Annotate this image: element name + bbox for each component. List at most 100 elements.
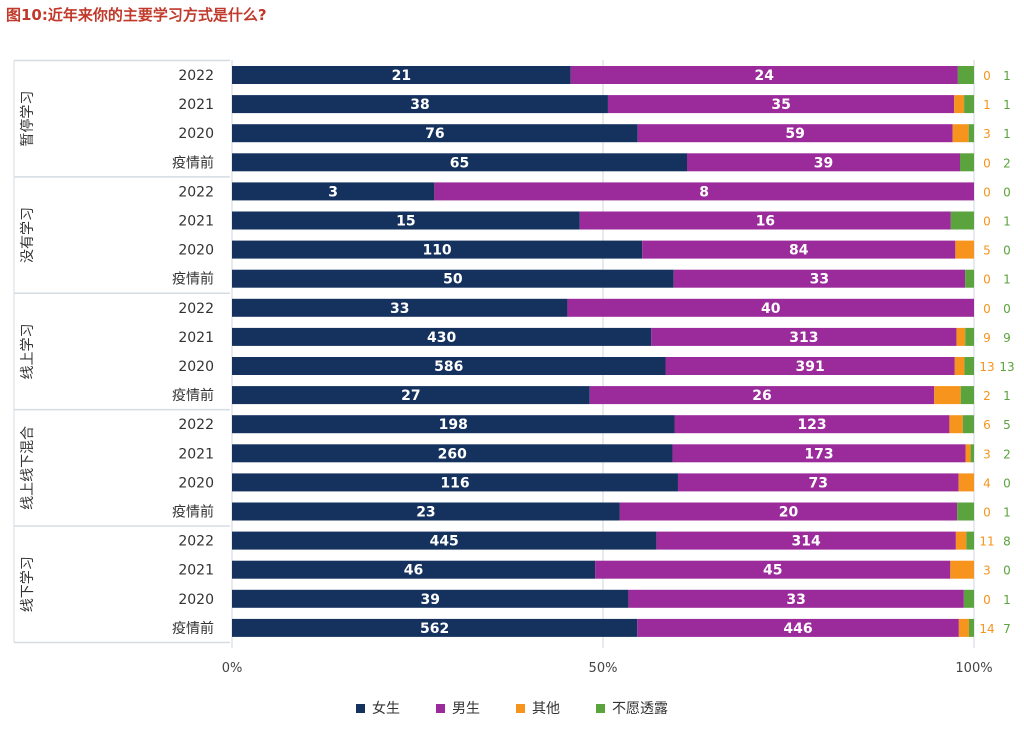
bar-label-male: 391 [796, 359, 825, 375]
bar-segment-undisclosed[interactable] [966, 531, 974, 550]
x-axis: 0% 50% 100% [222, 661, 993, 676]
bar-segment-female[interactable] [232, 66, 571, 84]
value-label-other: 0 [983, 69, 991, 83]
bar-segment-undisclosed[interactable] [963, 589, 974, 608]
bar-segment-other[interactable] [965, 444, 971, 463]
bar-segment-male[interactable] [595, 560, 951, 579]
legend-item-female[interactable]: 女生 [356, 698, 400, 718]
bar-segment-undisclosed[interactable] [968, 124, 974, 143]
bar-segment-other[interactable] [956, 327, 966, 346]
bar-segment-female[interactable] [232, 502, 620, 521]
bar-segment-other[interactable] [958, 473, 974, 492]
bar-segment-undisclosed[interactable] [965, 269, 974, 288]
bar-label-male: 39 [814, 155, 833, 171]
bar-segment-undisclosed[interactable] [960, 153, 974, 172]
bar-segment-other[interactable] [955, 240, 974, 259]
value-label-other: 0 [983, 506, 991, 520]
bar-segment-female[interactable] [232, 211, 580, 230]
bar-label-female: 46 [404, 563, 423, 579]
bar-label-male: 173 [804, 446, 833, 462]
bar-segment-male[interactable] [642, 240, 956, 259]
value-label-other: 13 [979, 360, 994, 374]
bar-segment-other[interactable] [958, 618, 969, 637]
value-label-undisclosed: 8 [1003, 535, 1011, 549]
bar-segment-female[interactable] [232, 386, 590, 405]
bar-segment-undisclosed[interactable] [964, 95, 974, 114]
bar-segment-female[interactable] [232, 95, 608, 114]
row-label: 疫情前 [172, 271, 214, 288]
bar-segment-other[interactable] [949, 415, 963, 434]
bar-segment-undisclosed[interactable] [970, 444, 974, 463]
row-label: 2022 [178, 68, 214, 84]
bar-segment-female[interactable] [232, 269, 674, 288]
bar-segment-female[interactable] [232, 327, 652, 346]
bar-segment-male[interactable] [656, 531, 956, 550]
legend-item-other[interactable]: 其他 [516, 698, 560, 718]
bar-segment-female[interactable] [232, 357, 666, 375]
bar-label-female: 23 [416, 505, 435, 521]
bar-segment-male[interactable] [677, 473, 959, 492]
bar-segment-other[interactable] [955, 531, 967, 550]
bar-segment-undisclosed[interactable] [957, 502, 974, 521]
bar-segment-other[interactable] [950, 560, 974, 579]
bar-segment-male[interactable] [665, 357, 955, 375]
value-label-undisclosed: 0 [1003, 244, 1011, 258]
bar-segment-male[interactable] [434, 182, 974, 201]
bar-segment-male[interactable] [619, 502, 958, 521]
bar-segment-male[interactable] [637, 618, 959, 637]
bar-segment-female[interactable] [232, 560, 596, 579]
bar-segment-undisclosed[interactable] [957, 66, 974, 84]
value-label-undisclosed: 5 [1003, 418, 1011, 432]
bar-segment-male[interactable] [637, 124, 953, 143]
row-label: 2021 [178, 97, 214, 113]
bar-segment-female[interactable] [232, 298, 568, 317]
bar-segment-male[interactable] [674, 415, 950, 434]
bar-segment-other[interactable] [954, 95, 965, 114]
legend-item-male[interactable]: 男生 [436, 698, 480, 718]
bar-segment-undisclosed[interactable] [950, 211, 974, 230]
bar-segment-male[interactable] [570, 66, 958, 84]
bar-segment-female[interactable] [232, 473, 678, 492]
bar-segment-female[interactable] [232, 124, 638, 143]
bar-segment-female[interactable] [232, 531, 657, 550]
bar-segment-male[interactable] [589, 386, 935, 405]
bar-segment-female[interactable] [232, 240, 643, 259]
bar-segment-undisclosed[interactable] [964, 357, 974, 375]
bar-segment-male[interactable] [567, 298, 974, 317]
bar-label-female: 38 [410, 97, 429, 113]
bar-segment-male[interactable] [607, 95, 955, 114]
value-label-undisclosed: 0 [1003, 476, 1011, 490]
bar-segment-undisclosed[interactable] [965, 327, 974, 346]
bar-label-female: 3 [328, 184, 338, 200]
bar-segment-other[interactable] [952, 124, 969, 143]
bar-segment-undisclosed[interactable] [960, 386, 974, 405]
bar-segment-undisclosed[interactable] [968, 618, 974, 637]
bar-segment-other[interactable] [954, 357, 965, 375]
bar-segment-male[interactable] [687, 153, 960, 172]
bar-segment-female[interactable] [232, 415, 675, 434]
value-label-undisclosed: 1 [1003, 69, 1011, 83]
bar-segment-female[interactable] [232, 182, 435, 201]
value-label-other: 4 [983, 476, 991, 490]
row-label: 2021 [178, 446, 214, 462]
group-label: 线下学习 [20, 556, 36, 612]
legend-item-undisclosed[interactable]: 不愿透露 [596, 698, 668, 718]
bar-segment-female[interactable] [232, 444, 673, 463]
bar-segment-other[interactable] [934, 386, 961, 405]
bar-segment-male[interactable] [672, 444, 966, 463]
legend-swatch-male [436, 703, 445, 713]
bar-segment-male[interactable] [673, 269, 966, 288]
group-label: 没有学习 [20, 207, 36, 263]
value-label-undisclosed: 0 [1003, 564, 1011, 578]
bar-segment-male[interactable] [628, 589, 964, 608]
bar-segment-undisclosed[interactable] [962, 415, 974, 434]
bar-segment-female[interactable] [232, 618, 638, 637]
bar-segment-male[interactable] [579, 211, 951, 230]
bar-label-female: 76 [425, 126, 444, 142]
bar-segment-female[interactable] [232, 153, 687, 172]
x-tick-label: 50% [589, 661, 618, 676]
bar-segment-male[interactable] [651, 327, 957, 346]
bar-segment-female[interactable] [232, 589, 629, 608]
legend-swatch-undisclosed [596, 703, 605, 713]
value-label-other: 1 [983, 98, 991, 112]
